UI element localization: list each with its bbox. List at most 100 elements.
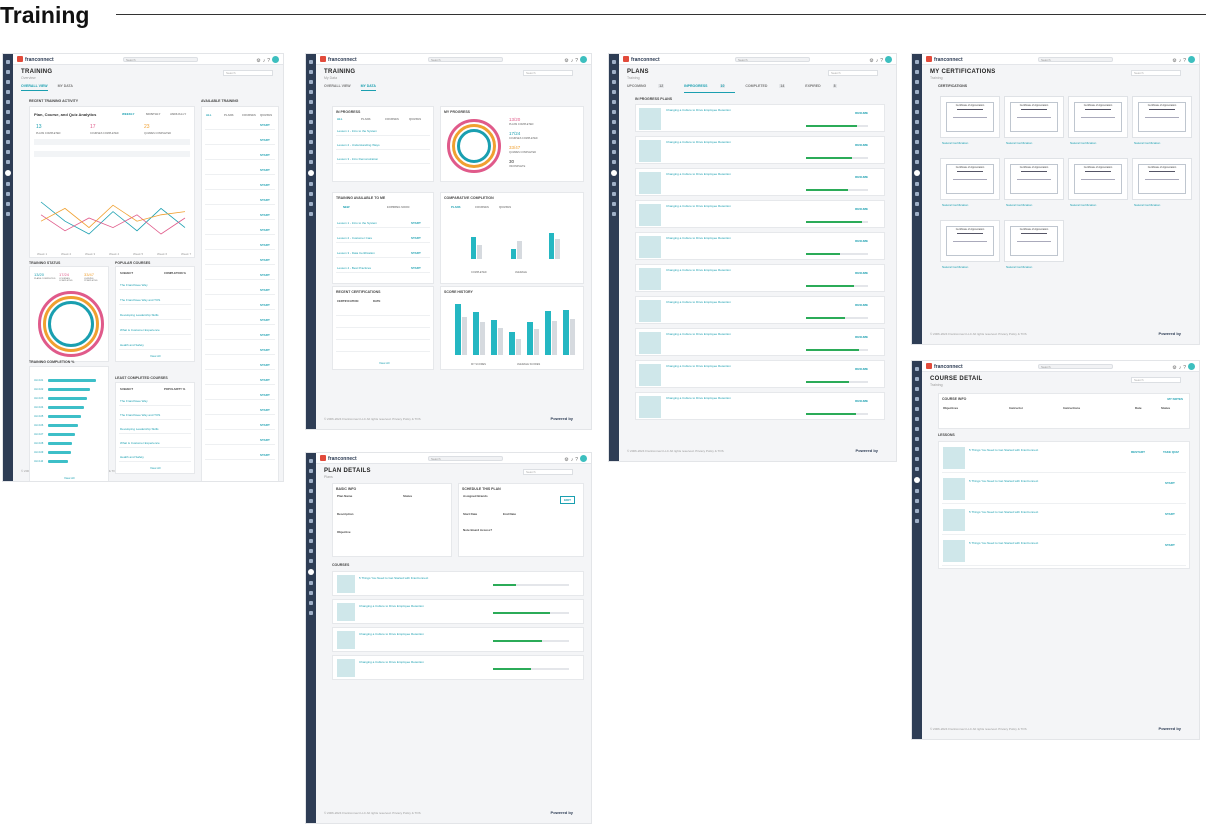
nav-icon[interactable] bbox=[309, 140, 313, 144]
nav-icon[interactable] bbox=[915, 130, 919, 134]
course-title-link[interactable]: Changing a Culture to Drive Employee Ret… bbox=[359, 660, 424, 664]
available-tab[interactable]: EXPIRING SOON bbox=[387, 205, 410, 209]
available-row-action[interactable]: START bbox=[411, 266, 421, 270]
nav-icon[interactable] bbox=[309, 509, 313, 513]
popular-row-label[interactable]: Developing Leadership Skills bbox=[120, 313, 159, 317]
nav-icon[interactable] bbox=[309, 549, 313, 553]
nav-icon[interactable] bbox=[915, 160, 919, 164]
avatar[interactable] bbox=[272, 56, 279, 63]
certificate-caption[interactable]: Natural Certification bbox=[1006, 265, 1033, 269]
available-start-action[interactable]: START bbox=[260, 153, 270, 157]
nav-icon[interactable] bbox=[309, 130, 313, 134]
period-2[interactable]: ANNUALLY bbox=[170, 112, 187, 116]
nav-icon[interactable] bbox=[6, 90, 10, 94]
nav-icon[interactable] bbox=[915, 182, 919, 186]
plan-resume-button[interactable]: RESUME bbox=[855, 207, 868, 211]
certificate-caption[interactable]: Natural Certification bbox=[1006, 141, 1033, 145]
nav-icon[interactable] bbox=[6, 110, 10, 114]
nav-icon-training-active[interactable] bbox=[914, 477, 920, 483]
help-icon[interactable]: ? bbox=[575, 58, 580, 64]
nav-icon[interactable] bbox=[915, 100, 919, 104]
nav-icon[interactable] bbox=[309, 601, 313, 605]
available-start-action[interactable]: START bbox=[260, 453, 270, 457]
help-icon[interactable]: ? bbox=[880, 58, 885, 64]
available-row-action[interactable]: START bbox=[411, 236, 421, 240]
popular-row-label[interactable]: What is Customer Experience bbox=[120, 328, 160, 332]
nav-icon[interactable] bbox=[612, 202, 616, 206]
nav-icon[interactable] bbox=[915, 407, 919, 411]
nav-icon[interactable] bbox=[612, 182, 616, 186]
progress-row-label[interactable]: Lesson 2 - Understanding Ways bbox=[337, 143, 380, 147]
plan-title-link[interactable]: Changing a Culture to Drive Employee Ret… bbox=[666, 172, 731, 176]
certificate-caption[interactable]: Natural Certification bbox=[1070, 141, 1097, 145]
nav-icon-training-active[interactable] bbox=[611, 170, 617, 176]
bell-icon[interactable]: ♪ bbox=[570, 58, 576, 64]
plan-resume-button[interactable]: RESUME bbox=[855, 143, 868, 147]
edit-button[interactable]: EDIT bbox=[560, 496, 575, 504]
nav-icon-training-active[interactable] bbox=[308, 569, 314, 575]
help-icon[interactable]: ? bbox=[575, 457, 580, 463]
page-search-input[interactable]: Search bbox=[523, 70, 573, 76]
lesson-title-link[interactable]: 5 Things You Need to Get Started with Fr… bbox=[969, 541, 1039, 545]
nav-icon[interactable] bbox=[309, 459, 313, 463]
lesson-title-link[interactable]: 5 Things You Need to Get Started with Fr… bbox=[969, 448, 1039, 452]
nav-icon[interactable] bbox=[612, 192, 616, 196]
popular-row-label[interactable]: The Franchisee Way bbox=[120, 283, 148, 287]
nav-icon[interactable] bbox=[915, 192, 919, 196]
available-start-action[interactable]: START bbox=[260, 168, 270, 172]
nav-icon[interactable] bbox=[612, 90, 616, 94]
nav-icon-training-active[interactable] bbox=[308, 170, 314, 176]
nav-icon[interactable] bbox=[915, 437, 919, 441]
plan-resume-button[interactable]: RESUME bbox=[855, 175, 868, 179]
plan-resume-button[interactable]: RESUME bbox=[855, 111, 868, 115]
bell-icon[interactable]: ♪ bbox=[875, 58, 881, 64]
nav-icon[interactable] bbox=[915, 377, 919, 381]
lesson-start-button[interactable]: START bbox=[1165, 543, 1175, 547]
lesson-start-button[interactable]: START bbox=[1165, 512, 1175, 516]
available-start-action[interactable]: START bbox=[260, 213, 270, 217]
avatar[interactable] bbox=[1188, 56, 1195, 63]
nav-icon[interactable] bbox=[915, 60, 919, 64]
nav-icon[interactable] bbox=[6, 160, 10, 164]
nav-icon[interactable] bbox=[6, 70, 10, 74]
certificate-caption[interactable]: Natural Certification bbox=[942, 141, 969, 145]
nav-icon[interactable] bbox=[915, 457, 919, 461]
avatar[interactable] bbox=[885, 56, 892, 63]
plan-tab-0[interactable]: UPCOMING 12 bbox=[627, 84, 674, 92]
certificate-thumbnail[interactable]: Certificate of Appreciation bbox=[1132, 158, 1192, 200]
nav-icon[interactable] bbox=[309, 499, 313, 503]
nav-icon[interactable] bbox=[6, 130, 10, 134]
global-search-input[interactable]: Search bbox=[428, 456, 503, 461]
available-row-label[interactable]: Lesson 2 - Customer Care bbox=[337, 236, 373, 240]
page-search-input[interactable]: Search bbox=[223, 70, 273, 76]
nav-icon[interactable] bbox=[612, 130, 616, 134]
nav-icon[interactable] bbox=[915, 367, 919, 371]
nav-icon[interactable] bbox=[309, 519, 313, 523]
nav-icon[interactable] bbox=[915, 509, 919, 513]
available-tab[interactable]: COURSES bbox=[242, 113, 256, 117]
view-all-link[interactable]: View All bbox=[64, 476, 75, 480]
avatar[interactable] bbox=[580, 455, 587, 462]
certificate-thumbnail[interactable]: Certificate of Appreciation bbox=[1132, 96, 1192, 138]
nav-icon[interactable] bbox=[6, 150, 10, 154]
nav-icon[interactable] bbox=[915, 140, 919, 144]
nav-icon[interactable] bbox=[915, 70, 919, 74]
nav-icon[interactable] bbox=[612, 100, 616, 104]
nav-icon[interactable] bbox=[915, 150, 919, 154]
available-start-action[interactable]: START bbox=[260, 258, 270, 262]
nav-icon[interactable] bbox=[915, 80, 919, 84]
lesson-title-link[interactable]: 5 Things You Need to Get Started with Fr… bbox=[969, 510, 1039, 514]
available-start-action[interactable]: START bbox=[260, 123, 270, 127]
nav-icon[interactable] bbox=[612, 120, 616, 124]
nav-icon[interactable] bbox=[309, 80, 313, 84]
available-start-action[interactable]: START bbox=[260, 393, 270, 397]
settings-icon[interactable]: ⚙ bbox=[564, 457, 571, 463]
certificate-thumbnail[interactable]: Certificate of Appreciation bbox=[1068, 96, 1128, 138]
page-search-input[interactable]: Search bbox=[1131, 70, 1181, 76]
plan-tab-3[interactable]: EXPIRED 8 bbox=[805, 84, 846, 92]
plan-title-link[interactable]: Changing a Culture to Drive Employee Ret… bbox=[666, 268, 731, 272]
nav-icon[interactable] bbox=[6, 212, 10, 216]
popular-row-label[interactable]: The Franchisee Way and TOS bbox=[120, 298, 161, 302]
available-tab[interactable]: PLANS bbox=[224, 113, 234, 117]
available-start-action[interactable]: START bbox=[260, 303, 270, 307]
